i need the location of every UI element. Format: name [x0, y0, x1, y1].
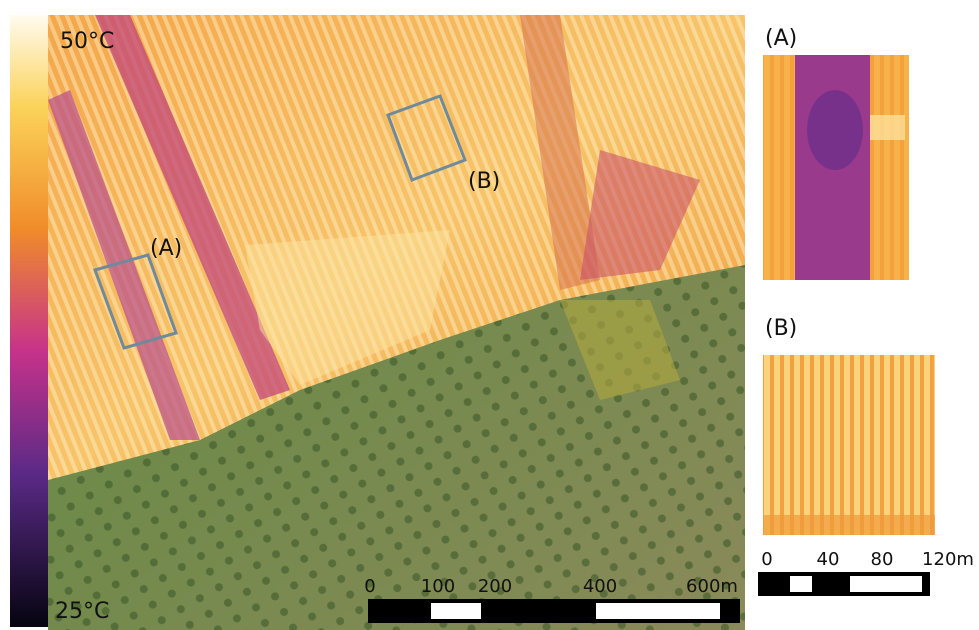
- scale-label: 600m: [686, 576, 738, 597]
- scale-label: 120m: [922, 549, 974, 570]
- colorbar: [10, 15, 48, 627]
- colorbar-max: 50°C: [60, 29, 114, 54]
- scale-label: 80: [871, 549, 894, 570]
- scale-label: 0: [364, 576, 375, 597]
- scale-label: 200: [478, 576, 512, 597]
- scale-bar: 0 100 200 400 600m: [364, 576, 740, 623]
- inset-scale-bar: 0 40 80 120m: [758, 549, 974, 596]
- map-label: (A): [150, 236, 182, 261]
- scale-label: 400: [583, 576, 617, 597]
- inset-image: [763, 55, 909, 280]
- map-label: (B): [468, 169, 500, 194]
- inset-title: (A): [765, 26, 797, 51]
- inset-title: (B): [765, 316, 797, 341]
- scale-label: 40: [817, 549, 840, 570]
- scale-label: 100: [421, 576, 455, 597]
- inset-image: [763, 355, 935, 535]
- scale-label: 0: [761, 549, 772, 570]
- colorbar-min: 25°C: [55, 599, 109, 624]
- aerial-map: (A) (B): [48, 15, 745, 630]
